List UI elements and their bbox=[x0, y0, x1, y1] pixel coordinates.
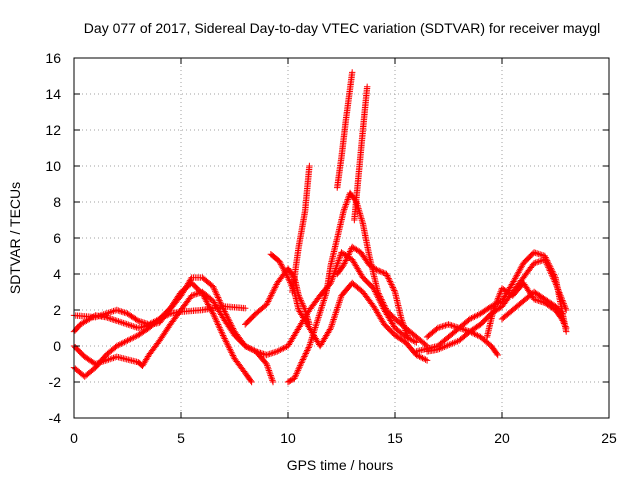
y-tick-label: 14 bbox=[45, 86, 61, 102]
x-axis-label: GPS time / hours bbox=[287, 457, 394, 473]
x-tick-label: 25 bbox=[601, 430, 617, 446]
series-track-15 bbox=[423, 256, 570, 355]
series-track-10 bbox=[289, 162, 313, 296]
y-tick-label: 0 bbox=[53, 338, 61, 354]
data-marks bbox=[334, 243, 412, 341]
x-tick-label: 20 bbox=[494, 430, 510, 446]
y-tick-label: 8 bbox=[53, 194, 61, 210]
data-marks bbox=[483, 279, 570, 341]
series-track-17 bbox=[498, 288, 566, 323]
y-tick-label: 10 bbox=[45, 158, 61, 174]
axis-ticks: 0 5 10 15 20 25 -4 -2 0 2 4 6 8 10 12 14 16 bbox=[45, 50, 617, 446]
y-tick-label: 16 bbox=[45, 50, 61, 66]
series-track-2 bbox=[70, 274, 277, 386]
series-track-9 bbox=[334, 243, 412, 341]
x-tick-label: 5 bbox=[177, 430, 185, 446]
data-marks bbox=[267, 251, 431, 364]
y-tick-label: 12 bbox=[45, 122, 61, 138]
data-layer bbox=[70, 69, 570, 386]
y-axis-label: SDTVAR / TECUs bbox=[7, 182, 23, 294]
data-marks bbox=[334, 69, 356, 191]
series-track-11 bbox=[334, 69, 356, 191]
data-marks bbox=[70, 279, 255, 386]
series-track-12 bbox=[351, 83, 371, 224]
data-marks bbox=[351, 83, 371, 224]
series-track-3 bbox=[70, 279, 255, 386]
y-tick-label: 2 bbox=[53, 302, 61, 318]
series-track-7 bbox=[267, 251, 431, 364]
x-tick-label: 15 bbox=[387, 430, 403, 446]
x-tick-label: 10 bbox=[280, 430, 296, 446]
series-track-16 bbox=[483, 279, 570, 341]
chart-title: Day 077 of 2017, Sidereal Day-to-day VTE… bbox=[84, 20, 600, 36]
y-tick-label: -4 bbox=[49, 410, 62, 426]
grid bbox=[74, 58, 609, 418]
data-marks bbox=[498, 288, 566, 323]
y-tick-label: -2 bbox=[49, 374, 62, 390]
data-marks bbox=[70, 274, 277, 386]
y-tick-label: 4 bbox=[53, 266, 61, 282]
data-marks bbox=[423, 256, 570, 355]
y-tick-label: 6 bbox=[53, 230, 61, 246]
x-tick-label: 0 bbox=[70, 430, 78, 446]
data-marks bbox=[289, 162, 313, 296]
